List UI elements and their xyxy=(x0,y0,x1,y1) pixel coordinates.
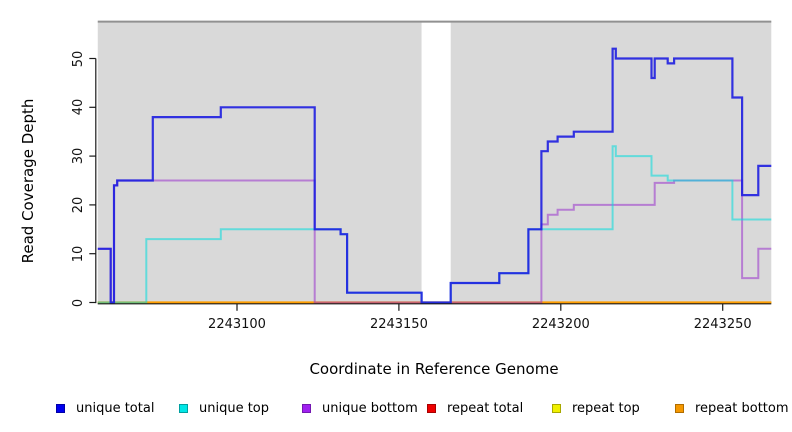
y-axis-title: Read Coverage Depth xyxy=(19,98,37,264)
legend-label-unique-bottom: unique bottom xyxy=(322,400,418,416)
legend-swatch-unique-top xyxy=(179,403,188,413)
axes xyxy=(89,57,772,311)
legend-swatch-repeat-total xyxy=(427,403,436,413)
legend-label-repeat-top: repeat top xyxy=(572,400,640,416)
y-tick-label: 10 xyxy=(71,245,86,262)
legend-item-unique-bottom: unique bottom xyxy=(302,400,418,416)
y-tick-label: 40 xyxy=(71,99,86,116)
y-tick-label: 30 xyxy=(71,147,86,165)
y-tick-label: 0 xyxy=(71,298,86,307)
legend-label-repeat-total: repeat total xyxy=(447,400,524,416)
legend-swatch-repeat-bottom xyxy=(675,403,684,413)
coverage-gap-region xyxy=(421,22,451,304)
x-tick-label: 2243200 xyxy=(531,317,590,332)
legend-item-unique-top: unique top xyxy=(179,400,270,416)
legend-swatch-unique-total xyxy=(56,403,65,413)
legend-swatch-repeat-top xyxy=(552,403,561,413)
x-tick-label: 2243100 xyxy=(208,317,266,332)
x-tick-label: 2243250 xyxy=(693,317,752,332)
legend-label-unique-top: unique top xyxy=(199,400,270,416)
legend-swatch-unique-bottom xyxy=(302,403,311,413)
legend-item-repeat-total: repeat total xyxy=(427,400,524,416)
legend-item-repeat-bottom: repeat bottom xyxy=(675,400,789,416)
legend-item-repeat-top: repeat top xyxy=(552,400,640,416)
x-axis-title: Coordinate in Reference Genome xyxy=(309,360,559,378)
y-tick-label: 50 xyxy=(71,50,86,67)
series-unique-total-line xyxy=(97,47,772,304)
legend-item-unique-total: unique total xyxy=(56,400,155,416)
legend-label-unique-total: unique total xyxy=(76,400,155,416)
x-tick-label: 2243150 xyxy=(369,317,428,332)
legend-label-repeat-bottom: repeat bottom xyxy=(695,400,789,416)
y-tick-label: 20 xyxy=(71,196,86,214)
